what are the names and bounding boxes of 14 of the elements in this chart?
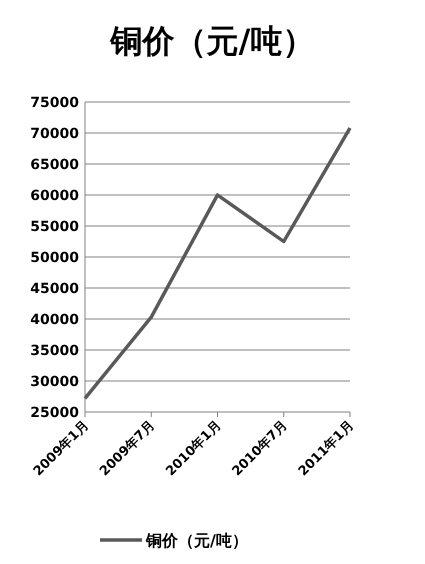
legend-label: 铜价（元/吨） [145, 531, 248, 550]
line-series [83, 126, 352, 400]
y-tick-label: 50000 [30, 250, 80, 266]
y-tick-label: 25000 [30, 405, 80, 421]
y-tick-label: 60000 [30, 188, 80, 204]
y-tick-label: 40000 [30, 312, 80, 328]
y-tick-label: 30000 [30, 374, 80, 390]
y-tick-label: 45000 [30, 281, 80, 297]
y-tick-label: 75000 [30, 95, 80, 111]
y-tick-label: 35000 [30, 343, 80, 359]
y-tick-label: 70000 [30, 126, 80, 142]
chart-title: 铜价（元/吨） [110, 22, 314, 60]
y-tick-label: 55000 [30, 219, 80, 235]
y-tick-label: 65000 [30, 157, 80, 173]
